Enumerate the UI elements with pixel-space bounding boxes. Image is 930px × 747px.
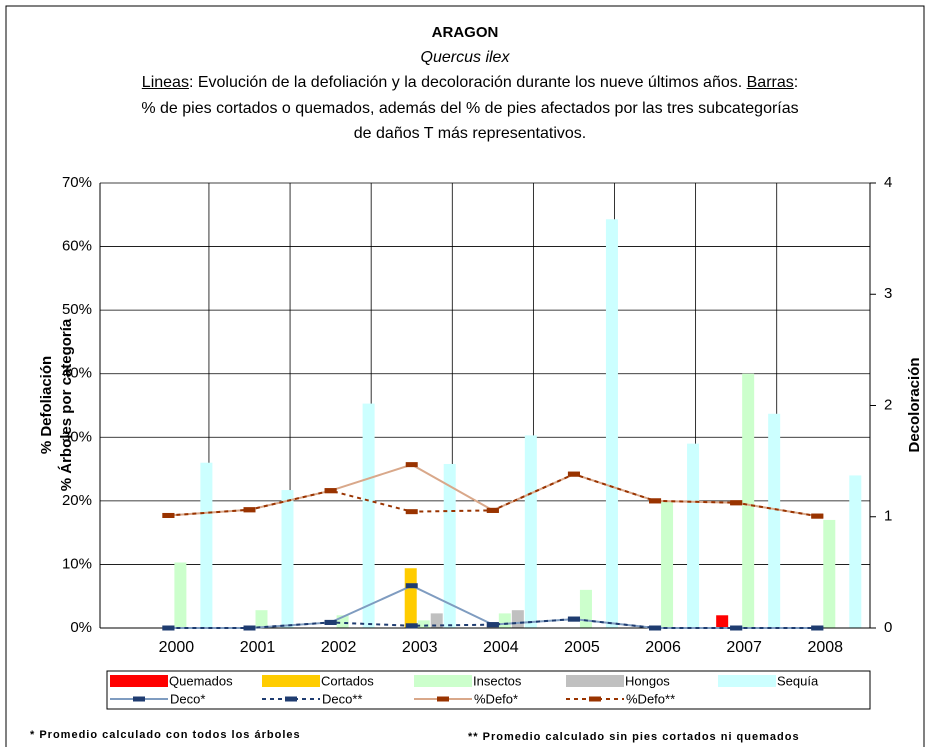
description-part: : % de pies cortados o quemados, además … — [141, 74, 799, 142]
footnote: ** Promedio calculado sin pies cortados … — [468, 731, 800, 743]
x-tick-label: 2004 — [483, 639, 519, 656]
y-tick-label: 0% — [70, 619, 92, 636]
x-tick-label: 2003 — [402, 639, 438, 656]
legend-swatch — [262, 675, 320, 687]
x-tick-label: 2000 — [159, 639, 195, 656]
legend-marker — [285, 696, 297, 702]
legend-label: Insectos — [473, 673, 522, 688]
marker — [162, 625, 175, 631]
bar — [511, 610, 524, 628]
bar — [716, 615, 729, 628]
y-tick-label: 70% — [62, 174, 92, 191]
x-tick-label: 2005 — [564, 639, 600, 656]
description-part: Barras — [746, 74, 794, 91]
marker — [405, 623, 418, 629]
marker — [649, 498, 662, 504]
legend-label: %Defo* — [474, 691, 518, 706]
marker — [405, 583, 418, 589]
marker — [567, 616, 580, 622]
marker — [649, 625, 662, 631]
description-part: Lineas — [141, 74, 189, 91]
bar — [742, 373, 755, 628]
y2-tick-label: 3 — [884, 285, 892, 302]
marker — [162, 512, 175, 518]
x-tick-label: 2006 — [645, 639, 681, 656]
legend-marker — [133, 696, 145, 702]
bar — [362, 403, 375, 628]
legend-label: Cortados — [321, 673, 374, 688]
footnote: * Promedio calculado con todos los árbol… — [30, 729, 301, 741]
bar — [823, 519, 836, 628]
bar — [255, 610, 268, 628]
legend-label: Sequía — [777, 673, 819, 688]
x-tick-label: 2007 — [726, 639, 762, 656]
description-part: : Evolución de la defoliación y la decol… — [188, 74, 747, 91]
legend-swatch — [414, 675, 472, 687]
x-tick-label: 2001 — [240, 639, 276, 656]
bar — [443, 463, 456, 628]
bar — [579, 589, 592, 628]
y-axis-label: % Defoliación — [38, 356, 55, 454]
marker — [405, 509, 418, 515]
marker — [324, 488, 337, 494]
x-tick-label: 2008 — [807, 639, 843, 656]
bar — [404, 568, 417, 628]
y-tick-label: 10% — [62, 555, 92, 572]
legend-swatch — [110, 675, 168, 687]
bar — [605, 219, 618, 628]
chart-subtitle: Quercus ilex — [421, 49, 511, 66]
marker — [324, 619, 337, 625]
y2-tick-label: 1 — [884, 508, 892, 525]
bar — [524, 435, 537, 628]
marker — [567, 471, 580, 477]
bar — [661, 500, 674, 628]
bar — [498, 613, 511, 628]
marker — [730, 625, 743, 631]
x-tick-label: 2002 — [321, 639, 357, 656]
legend-label: %Defo** — [626, 691, 675, 706]
marker — [486, 507, 499, 513]
legend-marker — [437, 696, 449, 702]
legend-label: Deco** — [322, 691, 362, 706]
marker — [486, 622, 499, 628]
marker — [811, 513, 824, 519]
bar — [768, 413, 781, 628]
legend-label: Quemados — [169, 673, 233, 688]
marker — [243, 625, 256, 631]
bar — [430, 613, 443, 628]
bar — [200, 462, 213, 628]
marker — [811, 625, 824, 631]
y-tick-label: 20% — [62, 492, 92, 509]
legend-label: Deco* — [170, 691, 205, 706]
bar — [849, 475, 862, 628]
bar — [174, 562, 187, 628]
y2-tick-label: 4 — [884, 174, 892, 191]
chart-title: ARAGON — [432, 24, 499, 41]
legend-label: Hongos — [625, 673, 670, 688]
bar — [417, 620, 430, 628]
legend-marker — [589, 696, 601, 702]
y2-axis-label: Decoloración — [906, 357, 923, 452]
description: Lineas: Evolución de la defoliación y la… — [140, 70, 800, 147]
chart-border — [5, 5, 925, 747]
bar — [281, 490, 294, 628]
legend-swatch — [566, 675, 624, 687]
bar — [687, 443, 700, 628]
marker — [243, 507, 256, 513]
y2-tick-label: 2 — [884, 396, 892, 413]
marker — [405, 462, 418, 468]
marker — [730, 500, 743, 506]
y-tick-label: 40% — [62, 365, 92, 382]
y-tick-label: 60% — [62, 238, 92, 255]
y2-tick-label: 0 — [884, 619, 892, 636]
y-axis-label: % Árboles por categoría — [58, 318, 75, 491]
legend-swatch — [718, 675, 776, 687]
y-tick-label: 50% — [62, 301, 92, 318]
y-tick-label: 30% — [62, 428, 92, 445]
